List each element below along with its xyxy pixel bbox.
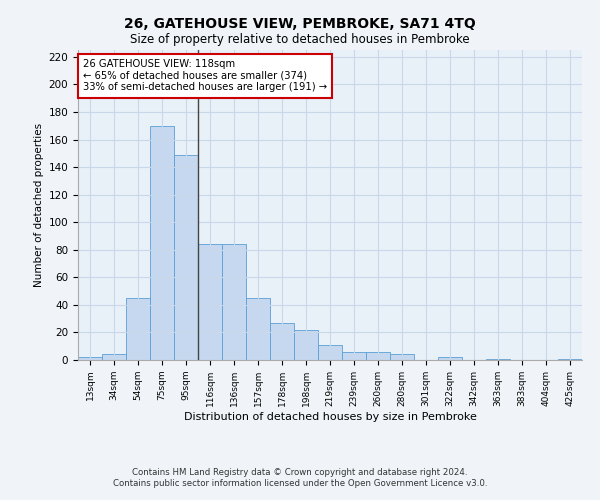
- Text: Contains HM Land Registry data © Crown copyright and database right 2024.
Contai: Contains HM Land Registry data © Crown c…: [113, 468, 487, 487]
- Y-axis label: Number of detached properties: Number of detached properties: [34, 123, 44, 287]
- Bar: [246, 298, 270, 360]
- Bar: [222, 244, 246, 360]
- Text: Size of property relative to detached houses in Pembroke: Size of property relative to detached ho…: [130, 32, 470, 46]
- Bar: [390, 354, 414, 360]
- Bar: [174, 154, 198, 360]
- Bar: [342, 352, 366, 360]
- Bar: [270, 323, 294, 360]
- Bar: [78, 357, 102, 360]
- Bar: [486, 358, 510, 360]
- Bar: [102, 354, 126, 360]
- Bar: [150, 126, 174, 360]
- Bar: [558, 358, 582, 360]
- X-axis label: Distribution of detached houses by size in Pembroke: Distribution of detached houses by size …: [184, 412, 476, 422]
- Text: 26, GATEHOUSE VIEW, PEMBROKE, SA71 4TQ: 26, GATEHOUSE VIEW, PEMBROKE, SA71 4TQ: [124, 18, 476, 32]
- Bar: [318, 345, 342, 360]
- Bar: [438, 357, 462, 360]
- Bar: [294, 330, 318, 360]
- Text: 26 GATEHOUSE VIEW: 118sqm
← 65% of detached houses are smaller (374)
33% of semi: 26 GATEHOUSE VIEW: 118sqm ← 65% of detac…: [83, 60, 327, 92]
- Bar: [198, 244, 222, 360]
- Bar: [366, 352, 390, 360]
- Bar: [126, 298, 150, 360]
